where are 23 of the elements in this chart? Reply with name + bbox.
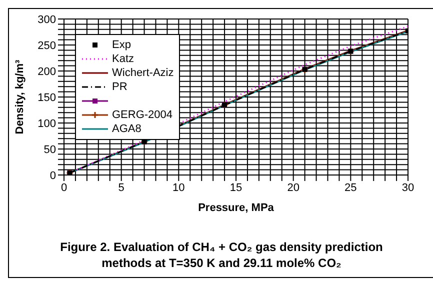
y-axis-title: Density, kg/m³: [14, 59, 26, 134]
legend-label: Exp: [112, 39, 131, 51]
x-tick-label: 20: [287, 182, 300, 194]
y-tick-label: 200: [38, 66, 56, 78]
y-tick-label: 300: [38, 14, 56, 26]
y-tick-label: 50: [44, 144, 56, 156]
y-tick-label: 100: [38, 118, 56, 130]
legend-label: AGA8: [112, 123, 142, 135]
legend-label: PR: [112, 81, 128, 93]
x-tick-label: 0: [60, 182, 68, 194]
legend-label: Wichert-Aziz: [112, 67, 174, 79]
y-tick-label: 250: [38, 40, 56, 52]
text: Figure 2. Evaluation of CH₄ + CO₂ gas density prediction methods at T=350 K and 29.11 mole% CO₂: [59, 239, 384, 271]
x-tick-label: 10: [172, 182, 185, 194]
y-tick-label: 150: [38, 92, 56, 104]
legend-label: GERG-2004: [112, 109, 173, 121]
x-tick-label: 5: [118, 182, 124, 194]
x-axis-title: Pressure, MPa: [198, 202, 275, 214]
x-tick-label: 30: [402, 182, 414, 194]
y-tick-label: 0: [50, 170, 56, 182]
x-tick-label: 25: [344, 182, 357, 194]
x-tick-label: 15: [230, 182, 242, 194]
legend-label: Katz: [112, 53, 134, 65]
